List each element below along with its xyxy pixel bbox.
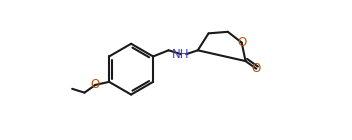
Text: O: O	[252, 62, 261, 75]
Text: O: O	[237, 36, 246, 49]
Text: NH: NH	[172, 48, 190, 61]
Text: O: O	[90, 78, 100, 91]
